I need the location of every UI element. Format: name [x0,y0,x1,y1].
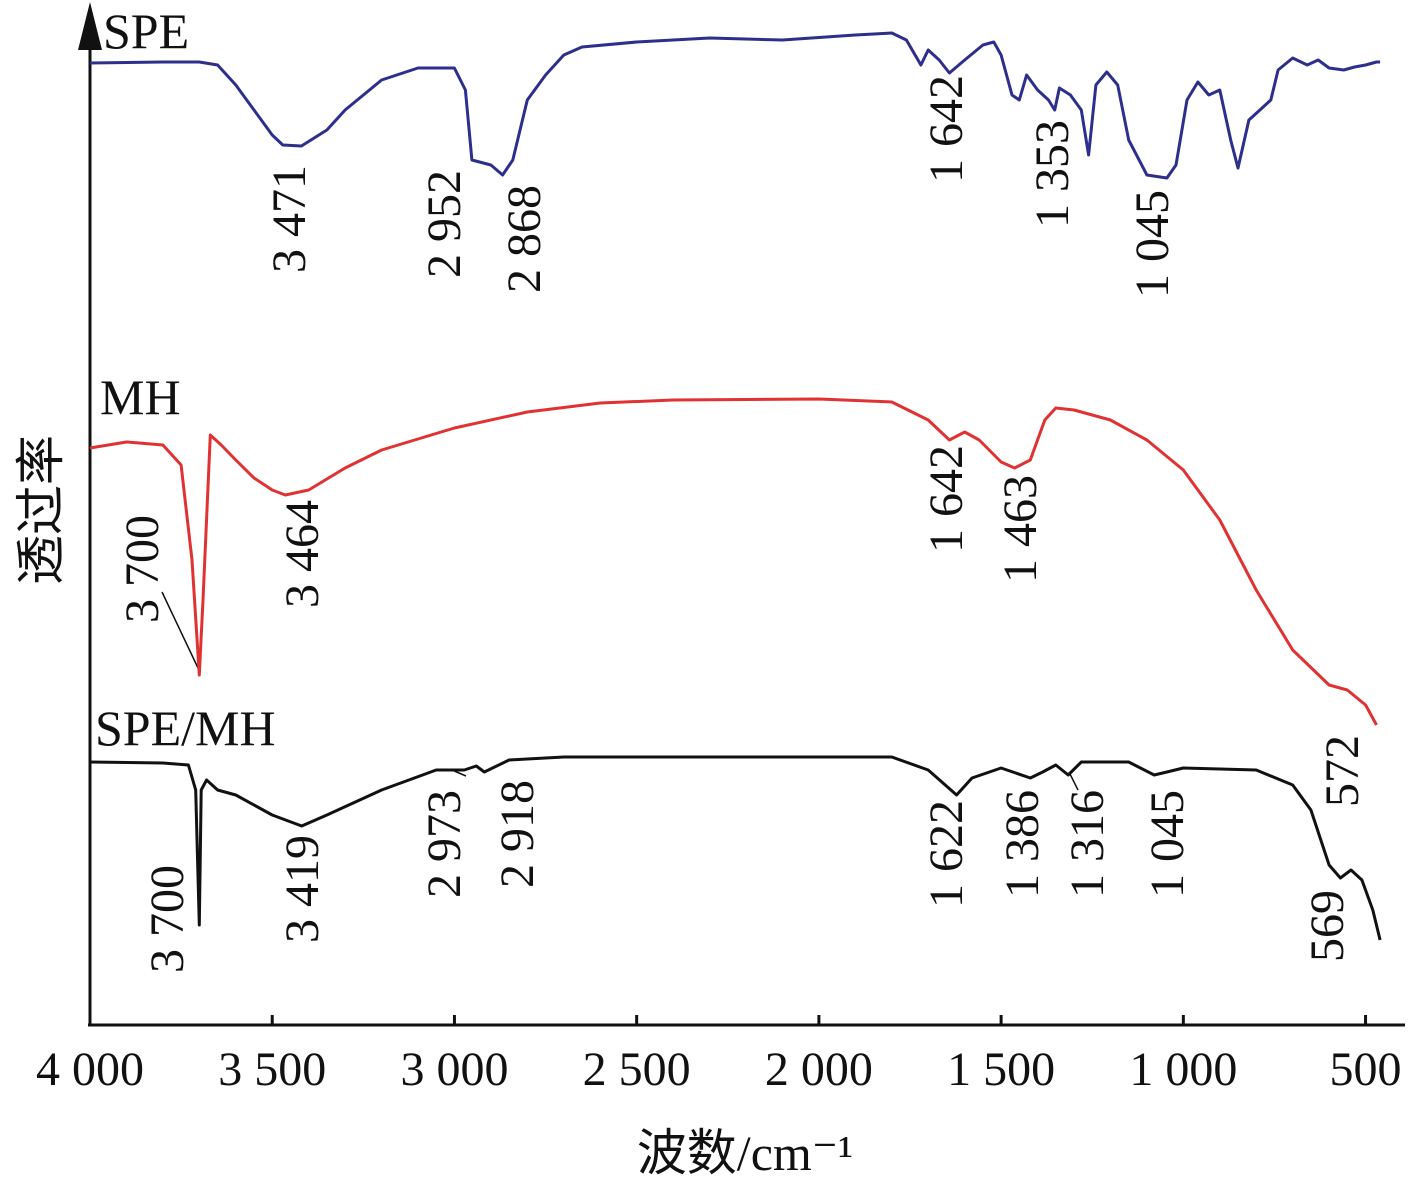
leader-line [161,591,199,669]
peak-label: 1 045 [1126,190,1179,298]
x-tick-label: 3 000 [400,1043,508,1096]
peak-label: 2 918 [491,780,544,888]
peak-label: 3 419 [276,835,329,943]
peak-label: 3 464 [276,500,329,608]
peak-label: 1 463 [994,475,1047,583]
x-tick-label: 1 000 [1129,1043,1237,1096]
peak-label: 2 952 [418,170,471,278]
y-axis-label: 透过率 [13,435,69,585]
peak-label: 2 973 [418,790,471,898]
peak-label: 1 642 [920,75,973,183]
peak-label: 1 386 [996,790,1049,898]
peak-label: 1 353 [1026,120,1079,228]
spectrum-line [89,755,1382,941]
peak-label: 3 471 [263,165,316,273]
x-tick-label: 2 000 [765,1043,873,1096]
series-label: SPE [103,3,189,59]
peak-label: 1 045 [1141,790,1194,898]
peak-label: 3 700 [141,865,194,973]
x-tick-label: 500 [1330,1043,1402,1096]
x-tick-label: 2 500 [583,1043,691,1096]
series-label: MH [100,369,181,425]
peak-label: 1 622 [920,800,973,908]
y-axis-arrow [78,2,102,50]
spectrum-line [89,31,1381,180]
x-tick-label: 3 500 [218,1043,326,1096]
series-label: SPE/MH [95,700,276,756]
peak-label: 572 [1316,735,1369,807]
leader-line [1068,771,1079,791]
spectrum-line [89,397,1378,726]
peak-label: 1 642 [920,445,973,553]
peak-label: 3 700 [116,515,169,623]
x-tick-label: 1 500 [947,1043,1055,1096]
x-axis-label: 波数/cm⁻¹ [637,1125,853,1181]
peak-label: 1 316 [1061,790,1114,898]
x-tick-label: 4 000 [36,1043,144,1096]
peak-label: 2 868 [498,185,551,293]
peak-label: 569 [1301,890,1354,962]
